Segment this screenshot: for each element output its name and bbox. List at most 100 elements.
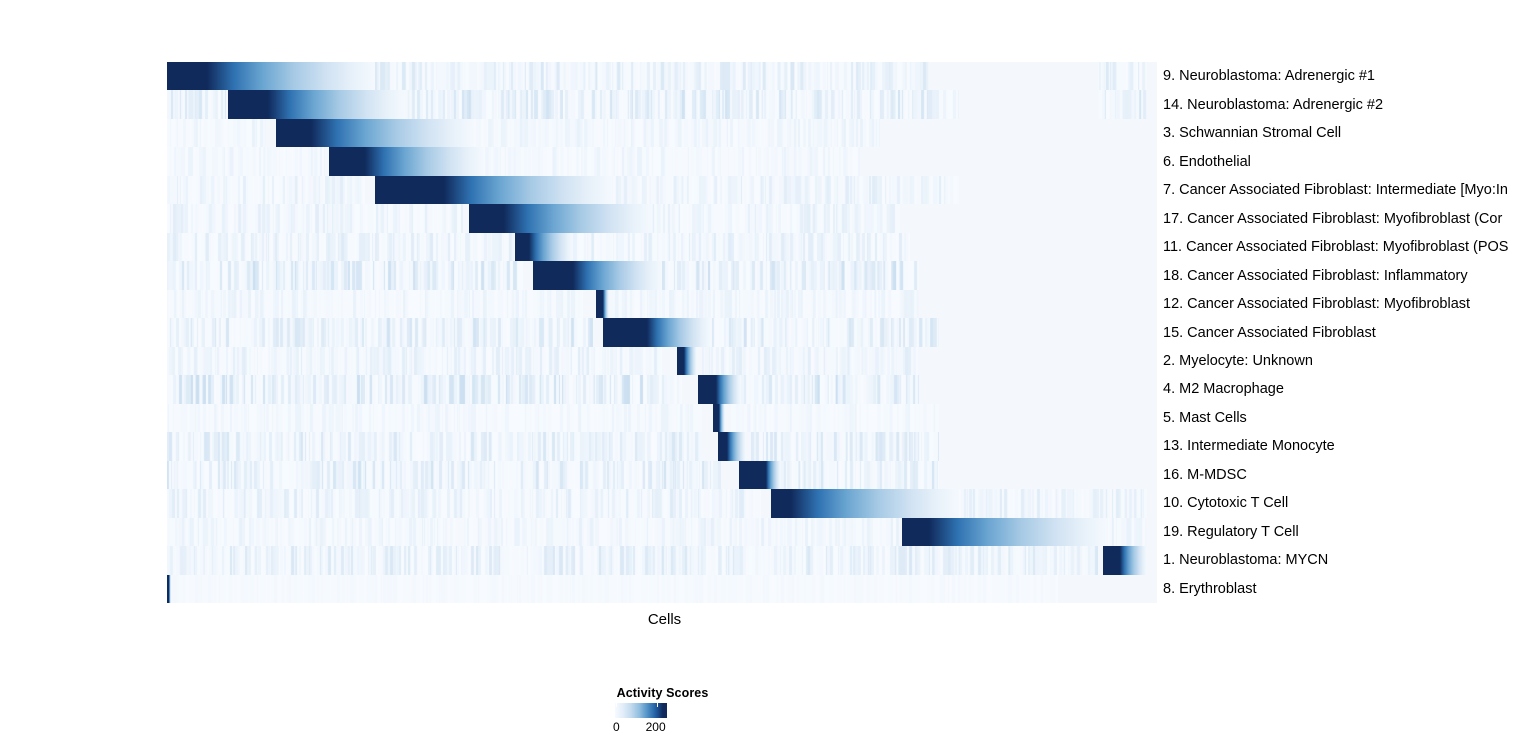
heatmap-noise-band	[167, 460, 365, 490]
heatmap-noise-band	[652, 204, 781, 233]
heatmap-peak-block	[602, 318, 648, 347]
x-axis-title: Cells	[647, 611, 682, 628]
heatmap-row	[167, 403, 1157, 433]
heatmap-peak-fade	[790, 489, 959, 518]
heatmap-noise-band	[780, 346, 920, 376]
heatmap-noise-band	[711, 318, 821, 347]
heatmap-noise-band	[1107, 517, 1148, 547]
heatmap-noise-band	[642, 118, 761, 148]
heatmap-noise-band	[1097, 62, 1148, 91]
heatmap-noise-band	[701, 346, 781, 376]
heatmap-noise-band	[780, 460, 821, 490]
heatmap-noise-band	[365, 289, 583, 319]
heatmap-noise-band	[780, 289, 920, 319]
heatmap-row	[167, 432, 1157, 461]
heatmap-noise-band	[1097, 90, 1148, 119]
heatmap-noise-band	[751, 432, 801, 461]
row-label: 1. Neuroblastoma: MYCN	[1163, 552, 1329, 569]
legend-title: Activity Scores	[616, 686, 709, 700]
heatmap-peak-block	[770, 489, 791, 518]
color-legend: Activity Scores 0 200	[560, 686, 820, 743]
heatmap-noise-band	[741, 147, 860, 176]
row-label: 13. Intermediate Monocyte	[1163, 438, 1335, 455]
heatmap-noise-band	[761, 574, 1058, 603]
heatmap-noise-band	[612, 289, 781, 319]
heatmap-noise-band	[840, 62, 930, 91]
heatmap-peak-fade	[206, 62, 375, 91]
heatmap-noise-band	[365, 460, 722, 490]
heatmap-peak-block	[515, 232, 530, 262]
heatmap-peak-block	[1102, 546, 1121, 575]
heatmap-noise-band	[662, 261, 781, 290]
heatmap-row	[167, 118, 1157, 148]
heatmap-row	[167, 318, 1157, 347]
heatmap-peak-fade	[310, 118, 474, 148]
heatmap-noise-band	[503, 62, 643, 91]
heatmap-peak-block	[167, 62, 207, 91]
heatmap-panel	[167, 62, 1157, 603]
heatmap-noise-band	[167, 489, 365, 518]
row-label: 7. Cancer Associated Fibroblast: Interme…	[1163, 182, 1508, 199]
heatmap-peak-block	[468, 204, 504, 233]
heatmap-row	[167, 232, 1157, 262]
heatmap-peak-block	[329, 147, 365, 176]
heatmap-noise-band	[483, 147, 623, 176]
heatmap-noise-band	[365, 432, 702, 461]
row-label: 8. Erythroblast	[1163, 580, 1257, 597]
heatmap-noise-band	[860, 175, 959, 205]
heatmap-noise-band	[820, 460, 940, 490]
heatmap-noise-band	[681, 90, 841, 119]
heatmap-row	[167, 261, 1157, 290]
heatmap-noise-band	[741, 375, 781, 404]
heatmap-noise-band	[959, 489, 1078, 518]
heatmap-noise-band	[167, 147, 326, 176]
heatmap-noise-band	[167, 261, 365, 290]
row-label-list: 9. Neuroblastoma: Adrenergic #1 14. Neuro…	[1163, 62, 1540, 603]
heatmap-peak-block	[533, 261, 573, 290]
heatmap-peak-fade	[572, 261, 662, 290]
heatmap-noise-band	[365, 517, 900, 547]
heatmap-noise-band	[473, 118, 643, 148]
heatmap-row	[167, 90, 1157, 119]
heatmap-peak-block	[676, 346, 684, 376]
heatmap-noise-band	[800, 432, 940, 461]
heatmap-row	[167, 574, 1157, 603]
heatmap-peak-block	[718, 432, 728, 461]
heatmap-noise-band	[167, 517, 365, 547]
row-label: 4. M2 Macrophage	[1163, 381, 1284, 398]
row-label: 15. Cancer Associated Fibroblast	[1163, 324, 1376, 341]
heatmap-noise-band	[711, 62, 841, 91]
heatmap-noise-band	[167, 232, 365, 262]
heatmap-peak-fade	[444, 175, 613, 205]
heatmap-peak-fade	[727, 432, 747, 461]
heatmap-row	[167, 175, 1157, 205]
heatmap-noise-band	[800, 403, 940, 433]
heatmap-row	[167, 460, 1157, 490]
heatmap-noise-band	[365, 346, 662, 376]
legend-tick-label: 0	[613, 720, 620, 734]
heatmap-noise-band	[464, 574, 761, 603]
legend-tick	[656, 703, 658, 707]
row-label: 3. Schwannian Stromal Cell	[1163, 125, 1342, 142]
heatmap-peak-block	[374, 175, 445, 205]
heatmap-noise-band	[167, 375, 365, 404]
heatmap-noise-band	[572, 232, 761, 262]
heatmap-noise-band	[167, 432, 365, 461]
heatmap-peak-fade	[168, 574, 171, 603]
row-label: 14. Neuroblastoma: Adrenergic #2	[1163, 96, 1384, 113]
row-label: 5. Mast Cells	[1163, 409, 1247, 426]
row-label: 17. Cancer Associated Fibroblast: Myofib…	[1163, 210, 1503, 227]
heatmap-noise-band	[612, 175, 742, 205]
heatmap-peak-block	[901, 517, 930, 547]
row-label: 16. M-MDSC	[1163, 466, 1247, 483]
heatmap-noise-band	[365, 261, 524, 290]
heatmap-noise-band	[959, 546, 1098, 575]
heatmap-noise-band	[365, 318, 593, 347]
heatmap-row	[167, 346, 1157, 376]
heatmap-noise-band	[167, 90, 227, 119]
heatmap-noise-band	[167, 318, 365, 347]
row-label: 12. Cancer Associated Fibroblast: Myofib…	[1163, 296, 1471, 313]
heatmap-peak-block	[697, 375, 717, 404]
heatmap-peak-fade	[647, 318, 712, 347]
